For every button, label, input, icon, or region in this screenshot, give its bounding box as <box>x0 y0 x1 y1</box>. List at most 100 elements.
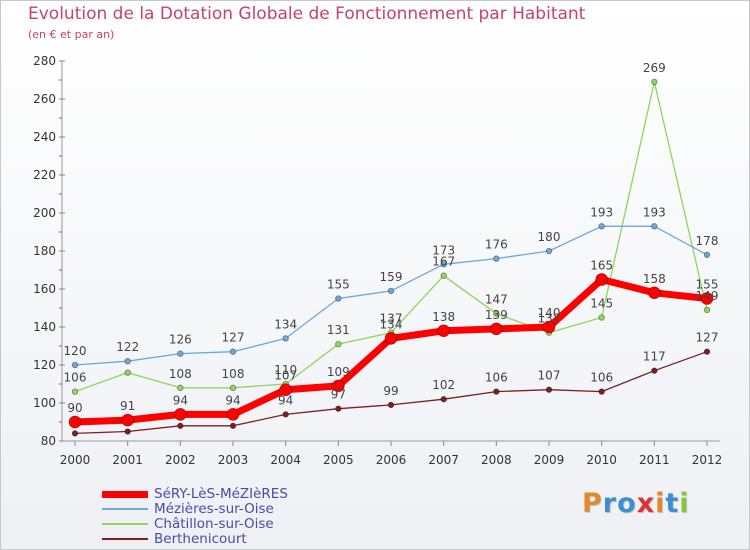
data-label: 106 <box>64 371 87 385</box>
legend-label: SéRY-LèS-MéZIèRES <box>154 486 288 502</box>
data-label: 176 <box>485 238 508 252</box>
data-label: 165 <box>590 259 613 273</box>
data-point <box>387 287 395 295</box>
data-label: 137 <box>538 312 561 326</box>
data-point <box>700 292 714 305</box>
data-point <box>177 350 184 357</box>
y-tick-label: 160 <box>33 282 56 296</box>
data-label: 139 <box>485 308 508 322</box>
data-label: 94 <box>225 393 240 407</box>
legend-label: Mézières-sur-Oise <box>154 501 274 517</box>
legend-label: Châtillon-sur-Oise <box>154 516 274 532</box>
data-point <box>440 261 447 268</box>
data-point <box>493 310 500 317</box>
data-label: 193 <box>643 205 666 219</box>
y-tick-label: 80 <box>41 434 56 448</box>
data-label: 134 <box>274 317 297 331</box>
data-point <box>335 405 342 412</box>
data-point <box>437 324 451 338</box>
legend-swatch-berthenicourt <box>102 538 148 540</box>
data-label: 269 <box>643 61 666 75</box>
data-label: 91 <box>120 399 135 413</box>
data-label: 145 <box>590 297 613 311</box>
y-tick-label: 280 <box>33 54 56 68</box>
data-point <box>598 388 605 395</box>
y-tick-label: 180 <box>33 244 56 258</box>
data-label: 108 <box>169 367 192 381</box>
data-point <box>387 401 395 409</box>
x-tick-label: 2000 <box>60 453 91 467</box>
data-label: 173 <box>432 243 455 257</box>
data-point <box>651 367 658 374</box>
proxiti-logo[interactable]: Proxiti <box>582 488 690 519</box>
data-label: 140 <box>538 306 561 320</box>
data-label: 149 <box>696 289 719 303</box>
data-point <box>173 408 187 421</box>
data-point <box>177 422 184 429</box>
x-tick-label: 2005 <box>323 453 354 467</box>
y-tick-label: 240 <box>33 130 56 144</box>
logo-letter: i <box>655 488 666 519</box>
logo-letter: t <box>665 488 680 519</box>
data-point <box>279 383 293 397</box>
legend-swatch-mezieres <box>102 508 148 510</box>
data-point <box>598 223 605 230</box>
data-point <box>335 340 342 348</box>
data-label: 108 <box>222 367 245 381</box>
data-label: 107 <box>274 369 297 383</box>
logo-letter: P <box>582 488 603 519</box>
x-tick-label: 2010 <box>586 453 617 467</box>
data-point <box>595 273 609 286</box>
data-point <box>651 78 658 86</box>
data-point <box>71 361 79 369</box>
data-point <box>703 348 711 355</box>
data-point <box>651 223 658 230</box>
chart-subtitle: (en € et par an) <box>28 28 115 41</box>
logo-letter: i <box>679 488 690 519</box>
data-label: 106 <box>485 371 508 385</box>
logo-letter: r <box>602 488 618 519</box>
data-point <box>493 255 500 262</box>
data-label: 127 <box>222 331 245 345</box>
data-point <box>493 388 500 395</box>
y-tick-label: 260 <box>33 92 56 106</box>
data-label: 97 <box>331 388 346 402</box>
data-point <box>542 320 556 334</box>
logo-letter: o <box>617 488 637 519</box>
x-tick-label: 2008 <box>481 453 512 467</box>
x-tick-label: 2012 <box>692 453 723 467</box>
data-point <box>703 306 711 314</box>
data-point <box>489 322 503 336</box>
data-label: 120 <box>64 344 87 358</box>
data-point <box>440 272 447 279</box>
data-label: 193 <box>590 205 613 219</box>
data-point <box>384 332 398 345</box>
data-point <box>440 396 447 403</box>
data-label: 155 <box>327 278 350 292</box>
data-label: 90 <box>67 401 82 415</box>
legend-label: Berthenicourt <box>154 531 247 547</box>
data-point <box>545 247 553 255</box>
data-point <box>68 415 82 429</box>
data-point <box>124 428 131 435</box>
data-label: 106 <box>590 371 613 385</box>
data-point <box>282 335 289 342</box>
data-point <box>71 388 79 395</box>
x-tick-label: 2011 <box>639 453 670 467</box>
data-point <box>177 384 184 391</box>
x-tick-label: 2002 <box>165 453 196 467</box>
data-point <box>229 384 237 391</box>
x-tick-label: 2007 <box>428 453 459 467</box>
data-point <box>331 379 345 393</box>
data-label: 126 <box>169 333 192 347</box>
data-point <box>226 408 240 421</box>
data-label: 110 <box>274 363 297 377</box>
data-point <box>124 358 131 365</box>
data-point <box>71 430 79 437</box>
logo-letter: x <box>636 488 656 519</box>
chart-title: Evolution de la Dotation Globale de Fonc… <box>28 4 586 24</box>
data-label: 107 <box>538 369 561 383</box>
y-tick-label: 200 <box>33 206 56 220</box>
data-label: 134 <box>380 317 403 331</box>
